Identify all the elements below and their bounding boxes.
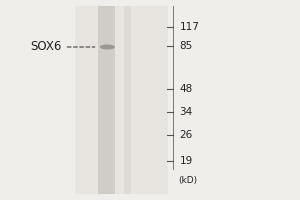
Ellipse shape (100, 45, 115, 49)
FancyBboxPatch shape (124, 6, 131, 194)
Text: 19: 19 (179, 156, 193, 166)
Text: 34: 34 (179, 107, 193, 117)
FancyBboxPatch shape (98, 6, 115, 194)
Text: SOX6: SOX6 (30, 40, 61, 53)
Text: 26: 26 (179, 130, 193, 140)
Text: 117: 117 (179, 22, 199, 32)
Text: 48: 48 (179, 84, 193, 94)
FancyBboxPatch shape (75, 6, 168, 194)
Text: 85: 85 (179, 41, 193, 51)
Text: (kD): (kD) (178, 176, 197, 186)
